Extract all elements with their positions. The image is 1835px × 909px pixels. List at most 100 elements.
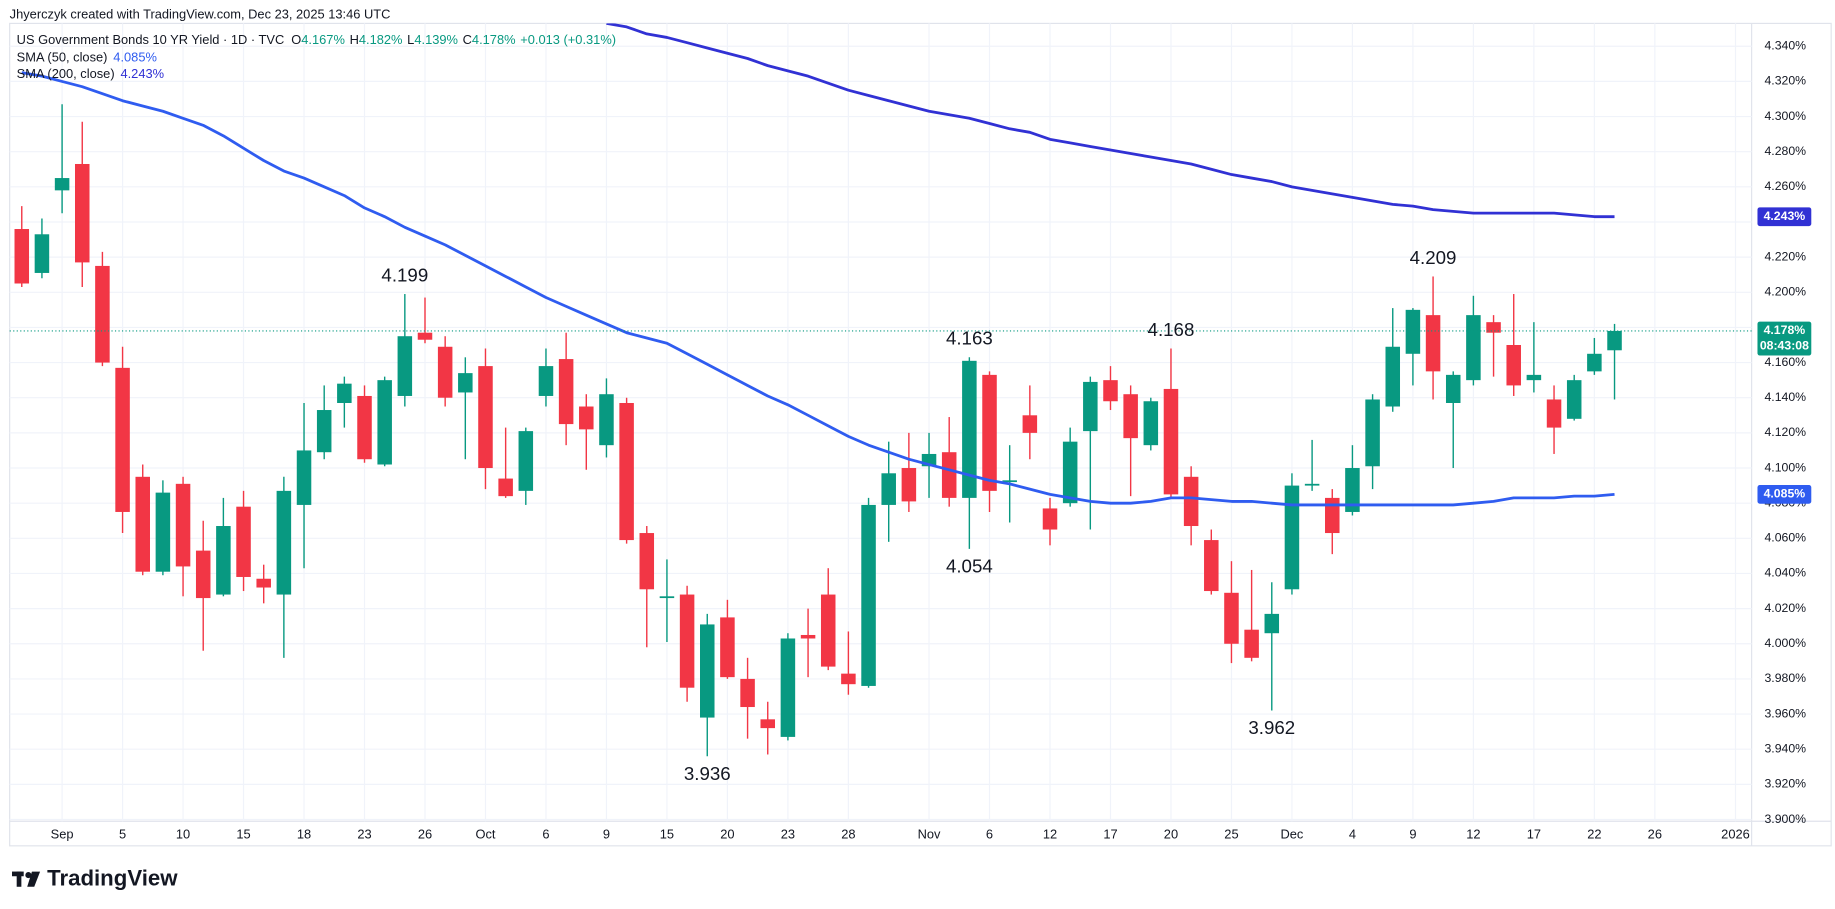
candle-body bbox=[962, 360, 977, 498]
candle bbox=[316, 385, 332, 460]
candle-body bbox=[538, 366, 554, 396]
annotation: 3.936 bbox=[684, 763, 731, 784]
candle-body bbox=[1183, 476, 1199, 527]
y-tick-label: 4.100% bbox=[1764, 460, 1806, 474]
candle-body bbox=[558, 359, 574, 425]
x-tick-label: 6 bbox=[986, 827, 993, 842]
candle-body bbox=[1566, 380, 1582, 419]
candle bbox=[155, 480, 171, 576]
legend-value: 4.178% bbox=[472, 32, 516, 47]
y-tick-label: 4.220% bbox=[1764, 249, 1806, 263]
x-tick-label: 25 bbox=[1224, 827, 1238, 842]
candle-body bbox=[1506, 345, 1521, 386]
candle-body bbox=[941, 452, 957, 498]
candle-body bbox=[236, 506, 251, 577]
x-tick-label: 17 bbox=[1103, 827, 1117, 842]
candle-body bbox=[478, 366, 493, 469]
y-tick-label: 3.920% bbox=[1764, 777, 1806, 791]
candle bbox=[34, 218, 50, 279]
candle bbox=[1183, 466, 1199, 546]
candle-body bbox=[740, 678, 755, 708]
candle bbox=[962, 357, 977, 549]
x-tick-label: 23 bbox=[357, 827, 371, 842]
candle bbox=[1546, 385, 1562, 454]
plot-area bbox=[14, 23, 1622, 757]
y-tick-label: 4.040% bbox=[1764, 566, 1806, 580]
candle bbox=[982, 371, 997, 512]
y-tick-label: 4.340% bbox=[1764, 38, 1806, 52]
candle bbox=[417, 297, 433, 344]
candle bbox=[720, 599, 735, 679]
x-tick-label: 15 bbox=[236, 827, 250, 842]
candle-body bbox=[1002, 480, 1017, 483]
candle-body bbox=[1244, 629, 1259, 658]
candle bbox=[1123, 385, 1138, 497]
candle-body bbox=[639, 533, 655, 590]
candle-body bbox=[700, 624, 715, 718]
candle bbox=[437, 336, 453, 407]
price-tag: 4.178%08:43:08 bbox=[1757, 321, 1812, 356]
candle-body bbox=[1325, 497, 1340, 534]
candle-body bbox=[1607, 330, 1622, 351]
candle bbox=[1042, 497, 1058, 546]
candle bbox=[1506, 294, 1521, 396]
candle bbox=[1224, 561, 1239, 664]
x-tick-label: 12 bbox=[1466, 827, 1480, 842]
candle bbox=[1103, 366, 1118, 411]
x-tick-label: Sep bbox=[51, 827, 74, 842]
candle-body bbox=[760, 719, 776, 729]
y-tick-label: 4.260% bbox=[1764, 179, 1806, 193]
candle-body bbox=[1204, 540, 1219, 592]
x-tick-label: Dec bbox=[1281, 827, 1304, 842]
candle-body bbox=[1042, 508, 1058, 530]
brand-logo bbox=[12, 871, 41, 887]
candle bbox=[599, 378, 614, 458]
candle bbox=[296, 402, 312, 569]
y-tick-label: 4.020% bbox=[1764, 601, 1806, 615]
candle-body bbox=[135, 476, 150, 572]
x-tick-label: 26 bbox=[418, 827, 432, 842]
candle bbox=[760, 701, 776, 755]
legend-value: 4.167% bbox=[301, 32, 345, 47]
annotation: 4.168 bbox=[1148, 319, 1195, 340]
candle-body bbox=[1526, 374, 1542, 381]
annotation: 3.962 bbox=[1248, 717, 1295, 738]
candle-body bbox=[195, 550, 211, 599]
sma-line bbox=[606, 23, 1615, 219]
x-tick-label: 5 bbox=[119, 827, 126, 842]
candle bbox=[397, 294, 413, 407]
candle bbox=[1022, 385, 1038, 460]
legend-title: US Government Bonds 10 YR Yield · 1D · T… bbox=[17, 32, 285, 47]
candle-body bbox=[216, 526, 231, 595]
annotation: 4.199 bbox=[381, 264, 428, 285]
candle bbox=[1204, 529, 1219, 595]
candle bbox=[95, 251, 110, 367]
legend-series-name: SMA (200, close) bbox=[17, 66, 115, 81]
price-tag: 4.085% bbox=[1757, 485, 1812, 504]
price-tag-label: 4.243% bbox=[1764, 209, 1806, 223]
y-tick-label: 3.900% bbox=[1764, 812, 1806, 826]
candle bbox=[780, 633, 796, 741]
x-tick-label: 23 bbox=[781, 827, 795, 842]
y-tick-label: 4.060% bbox=[1764, 531, 1806, 545]
sma-line bbox=[21, 71, 1615, 507]
candle bbox=[1143, 397, 1159, 451]
candle bbox=[1566, 374, 1582, 421]
attribution: Jhyerczyk created with TradingView.com, … bbox=[10, 7, 391, 22]
candle-body bbox=[417, 332, 433, 340]
legend-series: SMA (200, close) 4.243% bbox=[17, 66, 164, 81]
legend-series-name: SMA (50, close) bbox=[17, 50, 108, 65]
candle bbox=[941, 417, 957, 507]
candle-body bbox=[1264, 613, 1280, 634]
price-tag-label: 08:43:08 bbox=[1760, 338, 1809, 352]
candle bbox=[1385, 308, 1401, 412]
candle-body bbox=[1062, 441, 1078, 504]
grid bbox=[9, 23, 1752, 822]
legend-key: L bbox=[407, 32, 414, 47]
candle bbox=[357, 385, 372, 463]
candle-body bbox=[296, 450, 312, 505]
candle-body bbox=[1083, 381, 1098, 432]
candle-body bbox=[881, 473, 896, 505]
candle-body bbox=[659, 596, 675, 599]
